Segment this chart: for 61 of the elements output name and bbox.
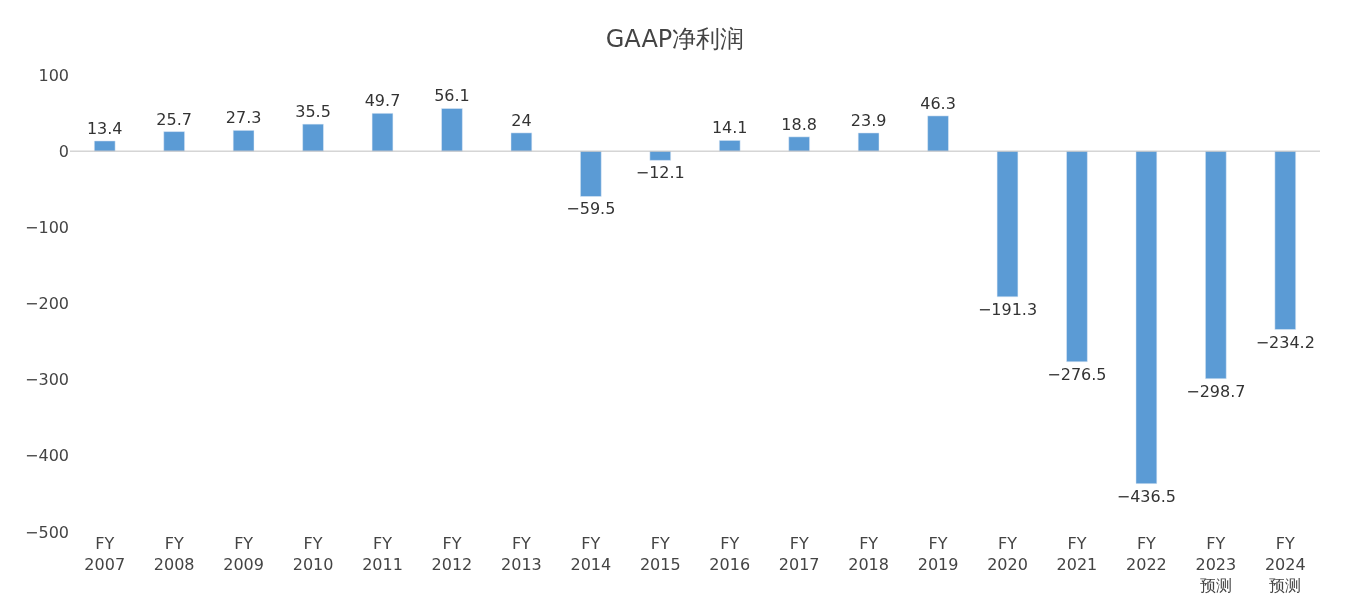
y-tick-label: −400 (25, 446, 69, 466)
x-tick-label: FY 2007 (84, 534, 126, 574)
x-tick-label: FY 2020 (987, 534, 1028, 574)
data-label: −234.2 (1255, 332, 1315, 352)
x-tick-label: FY 2022 (1126, 534, 1167, 574)
data-label: 18.8 (781, 114, 817, 134)
bar (232, 130, 255, 152)
x-tick-label: FY 2019 (917, 534, 959, 574)
bar (94, 140, 116, 152)
x-tick-label: FY 2017 (778, 534, 820, 574)
bar (719, 140, 741, 152)
bar (996, 150, 1019, 298)
bar (371, 113, 394, 152)
x-tick-label: FY 2009 (223, 534, 264, 574)
bar (1066, 150, 1088, 363)
data-label: 27.3 (225, 108, 262, 128)
bar (927, 115, 949, 152)
bar (510, 132, 533, 152)
data-label: −59.5 (566, 199, 616, 219)
data-label: 25.7 (156, 109, 192, 129)
bar (788, 136, 810, 152)
x-tick-label: FY 2016 (709, 534, 751, 574)
y-tick-label: −100 (25, 217, 69, 237)
data-label: 23.9 (850, 110, 887, 130)
y-tick-label: 0 (58, 141, 69, 161)
y-tick-label: −500 (25, 522, 69, 542)
data-label: 35.5 (295, 102, 331, 122)
data-label: 14.1 (711, 118, 748, 138)
x-tick-label: FY 2014 (570, 534, 612, 574)
y-tick-label: −300 (25, 370, 69, 390)
x-tick-label: FY 2023 预测 (1195, 534, 1237, 595)
bar (441, 108, 463, 152)
x-tick-label: FY 2013 (501, 534, 542, 574)
bar (580, 150, 602, 197)
x-tick-label: FY 2012 (431, 534, 473, 574)
y-tick-label: 100 (38, 65, 69, 85)
chart-title: GAAP净利润 (605, 25, 745, 54)
data-label: −298.7 (1186, 381, 1246, 401)
bar (163, 131, 185, 152)
x-tick-label: FY 2015 (639, 534, 681, 574)
data-label: 13.4 (86, 118, 123, 138)
x-tick-label: FY 2018 (848, 534, 889, 574)
x-tick-label: FY 2008 (153, 534, 195, 574)
data-label: −436.5 (1116, 486, 1176, 506)
x-tick-label: FY 2024 预测 (1264, 534, 1306, 595)
data-label: 49.7 (364, 91, 401, 111)
bar (302, 123, 324, 152)
bar (1205, 150, 1227, 379)
x-tick-label: FY 2010 (292, 534, 334, 574)
data-label: −191.3 (977, 299, 1038, 319)
bar (1274, 150, 1296, 330)
data-label: −276.5 (1047, 364, 1107, 384)
bar (857, 132, 880, 152)
y-tick-label: −200 (25, 294, 69, 314)
data-label: 56.1 (434, 86, 470, 106)
x-tick-label: FY 2021 (1056, 534, 1098, 574)
x-tick-label: FY 2011 (362, 534, 403, 574)
data-label: −12.1 (635, 163, 685, 183)
data-label: 24 (511, 110, 532, 130)
bar (1135, 150, 1158, 484)
data-label: 46.3 (920, 93, 956, 113)
